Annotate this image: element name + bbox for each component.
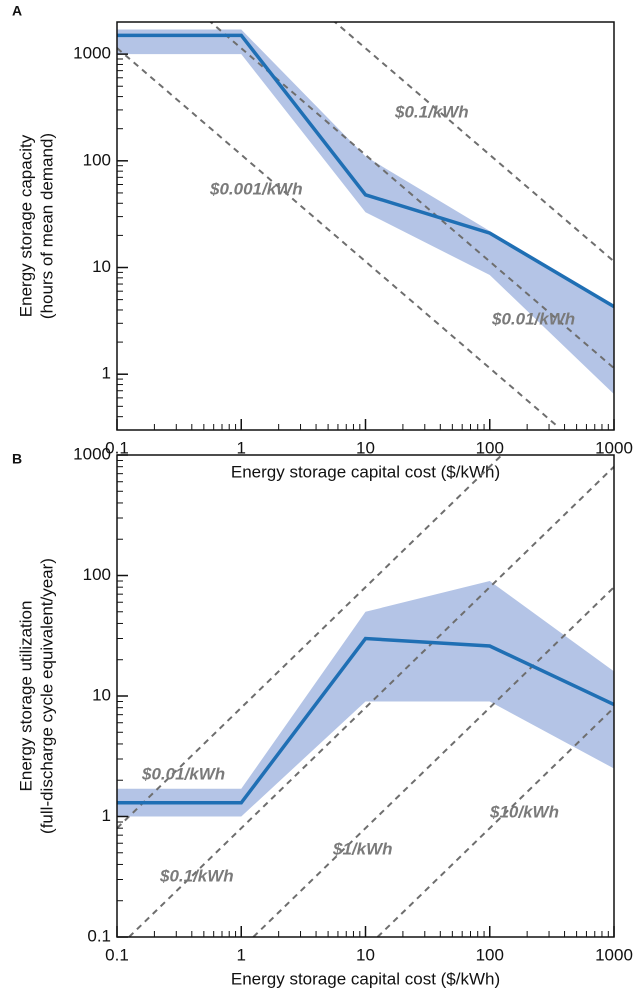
- reference-label: $0.1/kWh: [394, 102, 469, 121]
- x-tick-label: 0.1: [105, 945, 129, 964]
- reference-line: [128, 465, 614, 937]
- reference-label: $1/kWh: [332, 839, 393, 858]
- y-tick-label: 1: [102, 806, 111, 825]
- y-tick-label: 1000: [73, 444, 111, 463]
- y-tick-label: 1000: [73, 44, 111, 63]
- median-line: [117, 636, 614, 805]
- x-axis-label: Energy storage capital cost ($/kWh): [231, 969, 500, 988]
- reference-label: $0.1/kWh: [159, 866, 234, 885]
- median-line: [117, 33, 614, 309]
- reference-line: [376, 706, 614, 937]
- y-axis-label: Energy storage utilization: [16, 601, 35, 792]
- panel-label: A: [12, 3, 22, 19]
- reference-line: [117, 47, 559, 428]
- x-tick-label: 100: [476, 438, 504, 457]
- y-axis-label: (full-discharge cycle equivalent/year): [37, 558, 56, 834]
- plot-area: [117, 22, 614, 428]
- reference-line: [252, 586, 614, 937]
- y-tick-label: 100: [83, 565, 111, 584]
- uncertainty-band: [117, 581, 614, 817]
- reference-label: $0.01/kWh: [491, 309, 575, 328]
- y-axis-label: Energy storage capacity: [16, 134, 35, 317]
- x-tick-label: 1000: [595, 438, 633, 457]
- plot-area: [117, 455, 614, 937]
- x-tick-label: 100: [476, 945, 504, 964]
- reference-line: [117, 455, 503, 829]
- y-tick-label: 1: [102, 364, 111, 383]
- y-tick-label: 10: [92, 257, 111, 276]
- x-tick-label: 10: [356, 438, 375, 457]
- x-tick-label: 10: [356, 945, 375, 964]
- x-tick-label: 1: [237, 945, 246, 964]
- reference-label: $0.001/kWh: [209, 179, 303, 198]
- axes-frame: [116, 21, 615, 431]
- y-tick-label: 0.1: [87, 926, 111, 945]
- y-axis-label: (hours of mean demand): [37, 133, 56, 319]
- reference-label: $10/kWh: [489, 802, 559, 821]
- x-tick-label: 0.1: [105, 438, 129, 457]
- reference-label: $0.01/kWh: [141, 764, 225, 783]
- uncertainty-band: [117, 29, 614, 395]
- x-tick-label: 1: [237, 438, 246, 457]
- panel-label: B: [12, 451, 22, 467]
- y-tick-label: 10: [92, 685, 111, 704]
- x-tick-label: 1000: [595, 945, 633, 964]
- y-tick-label: 100: [83, 150, 111, 169]
- x-axis-label: Energy storage capital cost ($/kWh): [231, 462, 500, 481]
- reference-line: [333, 22, 614, 263]
